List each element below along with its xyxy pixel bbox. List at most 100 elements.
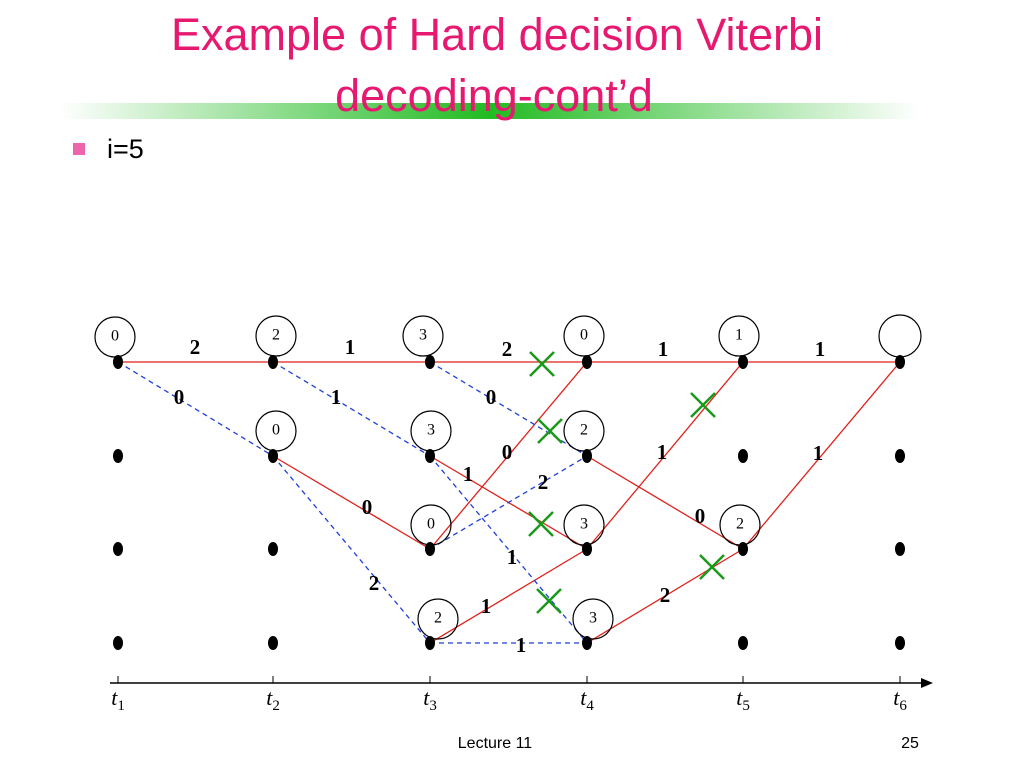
state-dot <box>113 542 123 556</box>
path-metric: 3 <box>589 610 597 627</box>
branch-metric: 1 <box>658 337 669 361</box>
title-rule <box>60 103 920 119</box>
discard-mark <box>529 351 555 377</box>
path-metric: 2 <box>580 422 588 439</box>
node-circle <box>417 598 459 640</box>
node-circle <box>94 316 136 358</box>
path-metric: 0 <box>272 422 280 439</box>
time-sub: 3 <box>429 698 437 714</box>
dashed-branch <box>117 361 274 457</box>
discard-mark <box>690 392 716 418</box>
time-label: t3 <box>423 685 437 714</box>
node-circle <box>410 410 452 452</box>
branch-metric: 1 <box>815 337 826 361</box>
bullet-text: i=5 <box>107 134 144 164</box>
survivor-branch <box>429 361 588 550</box>
branch-metric: 2 <box>502 337 513 361</box>
branch-metric: 2 <box>369 571 380 595</box>
state-dot <box>268 636 278 650</box>
state-dot <box>582 636 592 650</box>
path-metric: 2 <box>434 610 442 627</box>
branch-metric: 1 <box>463 462 474 486</box>
state-dot <box>895 355 905 369</box>
state-dot <box>425 355 435 369</box>
state-dot <box>582 449 592 463</box>
survivor-branch <box>742 361 901 550</box>
time-sub: 4 <box>586 698 594 714</box>
time-var: t <box>111 685 118 710</box>
dashed-branch <box>429 361 588 457</box>
title-line: decoding-cont’d <box>335 70 653 121</box>
node-circle <box>718 315 760 357</box>
path-metric: 0 <box>427 516 435 533</box>
path-metric: 0 <box>111 328 119 345</box>
time-sub: 5 <box>742 698 750 714</box>
branch-metric: 1 <box>657 440 668 464</box>
state-dot <box>268 449 278 463</box>
path-metric: 3 <box>580 516 588 533</box>
bullet-marker <box>73 143 85 155</box>
branch-metric: 1 <box>481 594 492 618</box>
path-metric: 3 <box>427 422 435 439</box>
path-metric: 0 <box>580 327 588 344</box>
branch-metric: 2 <box>660 583 671 607</box>
discard-mark <box>528 511 554 537</box>
title-line: Example of Hard decision Viterbi <box>171 9 823 60</box>
branch-metric: 1 <box>516 633 527 657</box>
survivor-branch <box>586 455 744 550</box>
path-metric: 3 <box>419 327 427 344</box>
branch-metric: 1 <box>331 385 342 409</box>
dashed-branch <box>429 455 588 644</box>
state-dot <box>738 449 748 463</box>
node-circle <box>255 410 297 452</box>
node-circle <box>719 504 761 546</box>
branch-metric: 1 <box>813 441 824 465</box>
axis-arrow <box>921 678 933 688</box>
survivor-branch <box>586 548 744 644</box>
state-dot <box>582 355 592 369</box>
state-dot <box>113 449 123 463</box>
branch-metric: 2 <box>538 470 549 494</box>
node-circle <box>878 314 922 358</box>
survivor-branch <box>272 455 431 550</box>
state-dot <box>425 636 435 650</box>
state-dot <box>113 636 123 650</box>
branch-metric: 1 <box>345 335 356 359</box>
time-sub: 6 <box>899 698 907 714</box>
time-var: t <box>580 685 587 710</box>
time-var: t <box>736 685 743 710</box>
time-label: t5 <box>736 685 750 714</box>
node-circle <box>402 315 444 357</box>
page-number: 25 <box>901 735 919 752</box>
state-dot <box>113 355 123 369</box>
time-sub: 1 <box>117 698 125 714</box>
state-dot <box>895 636 905 650</box>
discard-mark <box>699 554 725 580</box>
state-dot <box>895 542 905 556</box>
discard-mark <box>536 588 562 614</box>
branch-metric: 0 <box>174 385 185 409</box>
path-metric: 2 <box>272 327 280 344</box>
node-circle <box>255 315 297 357</box>
node-circle <box>563 504 605 546</box>
discard-mark <box>537 418 563 444</box>
branch-metric: 0 <box>502 440 513 464</box>
branch-metric: 0 <box>486 385 497 409</box>
state-dot <box>268 355 278 369</box>
time-label: t1 <box>111 685 125 714</box>
dashed-branch <box>429 455 588 550</box>
time-var: t <box>266 685 273 710</box>
node-circle <box>563 315 605 357</box>
branch-metric: 0 <box>695 504 706 528</box>
state-dot <box>425 449 435 463</box>
footer-text: Lecture 11 <box>458 735 533 752</box>
branch-metric: 0 <box>362 495 373 519</box>
survivor-branch <box>586 361 744 550</box>
state-dot <box>895 449 905 463</box>
dashed-branch <box>272 361 431 457</box>
time-label: t4 <box>580 685 594 714</box>
state-dot <box>268 542 278 556</box>
path-metric: 1 <box>735 327 743 344</box>
